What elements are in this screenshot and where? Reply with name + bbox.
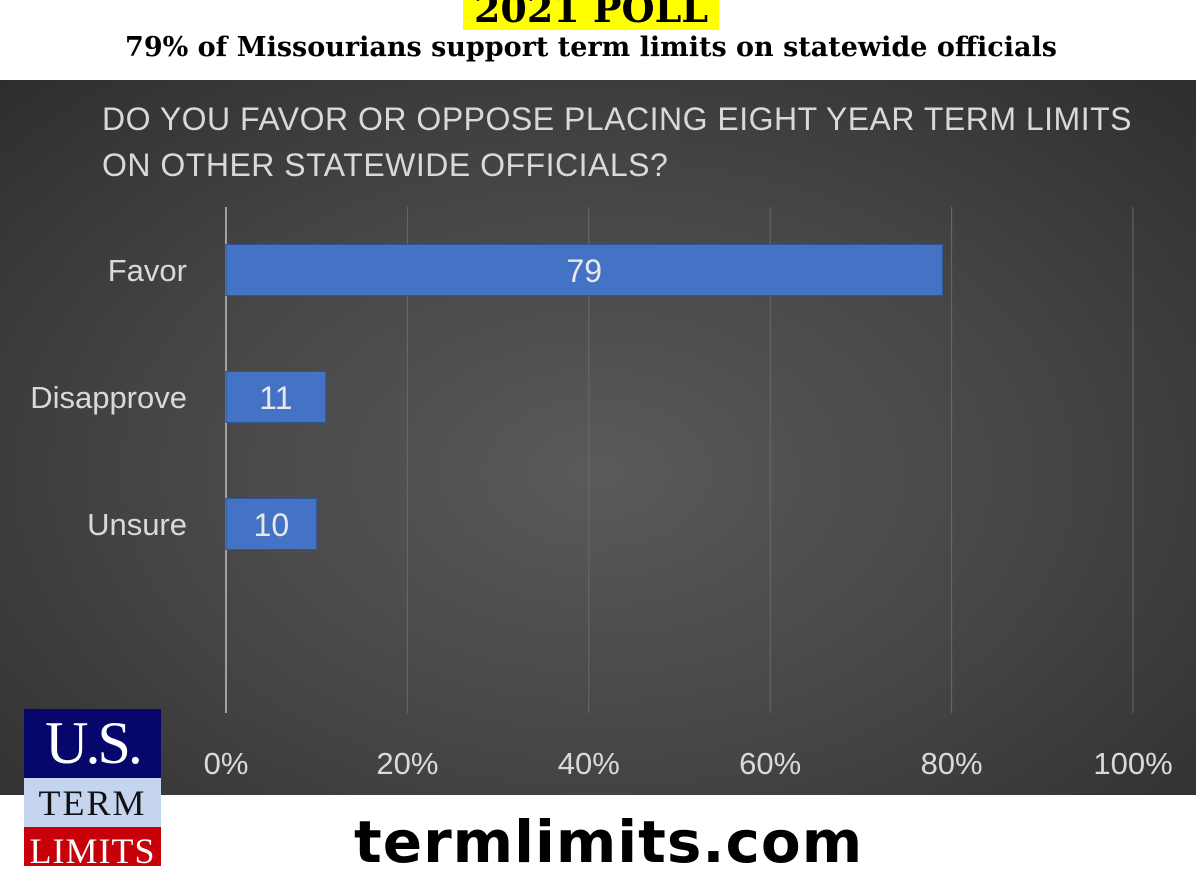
category-label: Unsure (87, 507, 187, 542)
category-label: Favor (108, 253, 187, 288)
data-label: 10 (254, 507, 290, 543)
site-url: termlimits.com (354, 808, 864, 876)
data-label: 79 (566, 253, 602, 289)
chart-panel (0, 80, 1196, 795)
x-tick-label: 60% (739, 746, 801, 781)
bar-unsure (225, 498, 318, 550)
logo-us: U.S. (24, 709, 161, 778)
data-label: 11 (259, 380, 292, 416)
x-tick-label: 20% (376, 746, 438, 781)
x-tick-label: 100% (1093, 746, 1172, 781)
logo-term: TERM (24, 778, 161, 827)
poll-badge: 2021 POLL (463, 0, 719, 30)
headline: 79% of Missourians support term limits o… (125, 32, 1057, 63)
logo-limits: LIMITS (24, 827, 161, 866)
category-label: Disapprove (30, 380, 187, 415)
x-tick-label: 0% (204, 746, 249, 781)
x-tick-label: 80% (921, 746, 983, 781)
chart-title: DO YOU FAVOR OR OPPOSE PLACING EIGHT YEA… (102, 101, 1132, 183)
bar-disapprove (225, 371, 327, 423)
us-term-limits-logo: U.S. TERM LIMITS (24, 709, 161, 866)
x-tick-label: 40% (558, 746, 620, 781)
bar-favor (225, 244, 944, 296)
